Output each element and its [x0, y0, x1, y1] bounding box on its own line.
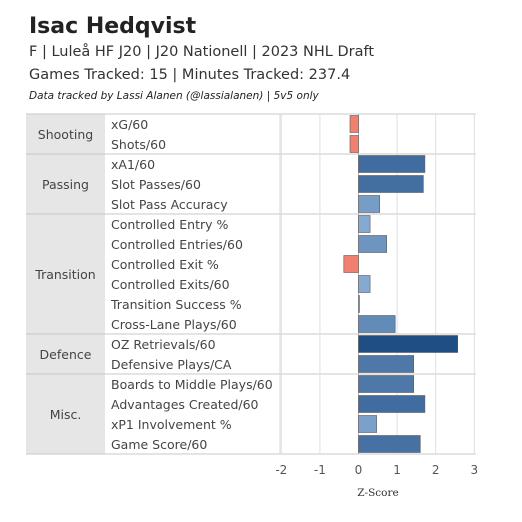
metric-label: xG/60: [111, 117, 148, 132]
x-tick-label: 3: [470, 463, 478, 477]
bar: [349, 135, 359, 153]
group-band: [26, 114, 105, 154]
group-label: Defence: [40, 347, 92, 362]
metric-label: Advantages Created/60: [111, 397, 259, 412]
group-label: Shooting: [38, 127, 93, 142]
bar: [358, 395, 426, 413]
chart-title: Isac Hedqvist: [29, 14, 197, 39]
bar: [358, 175, 424, 193]
metric-label: Controlled Exit %: [111, 257, 219, 272]
group-label: Misc.: [50, 407, 82, 422]
metric-label: OZ Retrievals/60: [111, 337, 216, 352]
x-tick-label: 2: [432, 463, 440, 477]
bar: [358, 155, 426, 173]
metric-label: Slot Pass Accuracy: [111, 197, 228, 212]
bar: [358, 295, 360, 313]
data-source-note: Data tracked by Lassi Alanen (@lassialan…: [29, 90, 319, 102]
x-axis-title: Z-Score: [357, 487, 399, 499]
group-band: [26, 334, 105, 374]
metric-label: xP1 Involvement %: [111, 417, 232, 432]
group-label: Passing: [42, 177, 89, 192]
metric-label: Slot Passes/60: [111, 177, 201, 192]
metric-label: xA1/60: [111, 157, 155, 172]
metric-label: Controlled Exits/60: [111, 277, 230, 292]
x-tick-label: -1: [314, 463, 326, 477]
metric-label: Cross-Lane Plays/60: [111, 317, 237, 332]
bar: [358, 275, 371, 293]
bar: [358, 355, 414, 373]
bar: [358, 435, 421, 453]
x-tick-label: 1: [393, 463, 401, 477]
bar: [343, 255, 359, 273]
metric-label: Defensive Plays/CA: [111, 357, 232, 372]
bar: [358, 235, 387, 253]
tracking-summary: Games Tracked: 15 | Minutes Tracked: 237…: [29, 67, 351, 83]
x-tick-label: -2: [275, 463, 287, 477]
metric-label: Controlled Entries/60: [111, 237, 243, 252]
bar: [358, 195, 381, 213]
bar: [358, 415, 377, 433]
metric-label: Game Score/60: [111, 437, 207, 452]
metric-label: Shots/60: [111, 137, 166, 152]
metric-label: Boards to Middle Plays/60: [111, 377, 273, 392]
bar: [349, 115, 359, 133]
group-band: [26, 374, 105, 454]
group-band: [26, 154, 105, 214]
bar: [358, 335, 459, 353]
metric-label: Controlled Entry %: [111, 217, 228, 232]
bar: [358, 315, 396, 333]
bar: [358, 215, 371, 233]
group-band: [26, 214, 105, 334]
x-tick-label: 0: [355, 463, 363, 477]
metric-label: Transition Success %: [110, 297, 242, 312]
player-info: F | Luleå HF J20 | J20 Nationell | 2023 …: [29, 44, 375, 60]
group-label: Transition: [34, 267, 95, 282]
bar: [358, 375, 414, 393]
